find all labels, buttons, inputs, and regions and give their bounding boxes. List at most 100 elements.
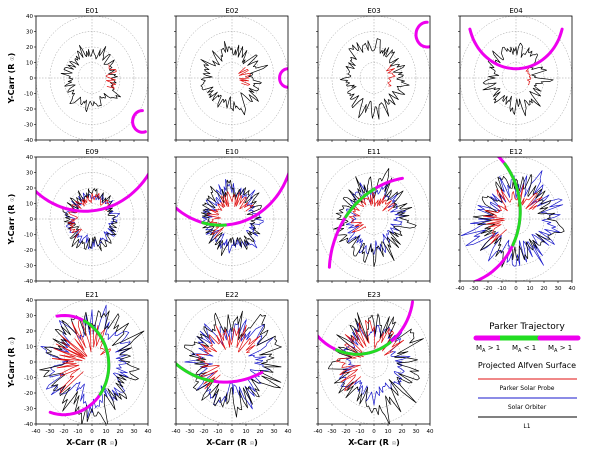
legend-label-l1: L1 (523, 423, 530, 430)
x-tick-label: 0 (230, 429, 234, 435)
series-parker-solar-probe (196, 324, 261, 390)
series-parker-solar-probe (51, 318, 111, 394)
y-tick-label: -40 (24, 279, 33, 285)
x-tick-label: -20 (342, 429, 351, 435)
x-tick-label: -30 (186, 429, 195, 435)
legend-seg-3: MA > 1 (548, 344, 572, 354)
series-l1 (339, 38, 410, 120)
x-tick-label: -30 (470, 286, 479, 292)
series-solar-orbiter (338, 323, 411, 406)
y-tick-label: -30 (24, 123, 33, 129)
x-tick-label: 0 (514, 286, 518, 292)
panel-e10: E10 (174, 148, 289, 283)
panel-e22: E22 -40 -30 -20 -10 0 10 20 30 40 X-Carr (R ☉) (172, 291, 292, 447)
panel-title: E02 (225, 7, 238, 15)
y-tick-label: -20 (24, 391, 33, 397)
series-parker-solar-probe (106, 64, 117, 89)
x-tick-label: -10 (356, 429, 365, 435)
x-tick-label: -40 (172, 429, 181, 435)
series-parker-solar-probe (525, 65, 532, 86)
x-tick-label: 40 (285, 429, 292, 435)
y-tick-label: 40 (26, 14, 33, 20)
legend-label-psp: Parker Solar Probe (499, 385, 554, 392)
x-tick-label: -20 (200, 429, 209, 435)
panel-e04: E04 (458, 7, 573, 142)
y-tick-label: -10 (24, 233, 33, 239)
series-l1 (62, 188, 118, 252)
panel-e09: E09 40 30 20 10 0 -10 -20 -30 -40 Y-Carr (R ☉) (7, 148, 149, 285)
panel-title: E23 (367, 291, 380, 299)
y-tick-label: -20 (24, 107, 33, 113)
panel-e01: E01 40 30 20 10 0 -10 -20 -30 -40 Y-Carr (R ☉) (7, 7, 149, 144)
series-l1 (200, 179, 262, 256)
legend-title: Parker Trajectory (489, 322, 565, 332)
y-tick-label: 20 (26, 186, 33, 192)
y-tick-label: 30 (26, 171, 33, 177)
series-solar-orbiter (460, 170, 564, 267)
panel-e21: E21 40 30 20 10 0 -10 -20 -30 -40-40 -30 -20 -10 0 10 2… (7, 291, 152, 447)
series-parker-solar-probe (207, 191, 254, 239)
x-tick-label: 30 (131, 429, 138, 435)
series-l1 (472, 173, 565, 268)
trajectory-super-alfvenic (131, 109, 147, 134)
y-tick-label: 10 (26, 345, 33, 351)
x-axis-label: X-Carr (R ☉) (66, 438, 118, 447)
series-parker-solar-probe (336, 319, 405, 392)
x-tick-label: 10 (103, 429, 110, 435)
x-tick-label: -40 (32, 429, 41, 435)
x-tick-label: -20 (60, 429, 69, 435)
trajectory-super-alfvenic (176, 171, 288, 227)
x-tick-label: 30 (271, 429, 278, 435)
x-axis-label: X-Carr (R ☉) (206, 438, 258, 447)
y-tick-label: -10 (24, 92, 33, 98)
series-l1 (184, 310, 282, 418)
trajectory-super-alfvenic (468, 27, 564, 71)
x-tick-label: 0 (90, 429, 94, 435)
y-tick-label: 20 (26, 45, 33, 51)
x-tick-label: 20 (117, 429, 124, 435)
series-solar-orbiter (40, 304, 131, 419)
y-tick-label: -40 (24, 138, 33, 144)
legend: Parker Trajectory MA > 1 MA < 1 MA > 1 P… (473, 322, 581, 430)
x-tick-label: 40 (569, 286, 576, 292)
panel-title: E22 (225, 291, 238, 299)
y-tick-label: -30 (24, 264, 33, 270)
y-tick-label: -30 (24, 407, 33, 413)
y-axis-label: Y-Carr (R ☉) (7, 337, 16, 389)
panel-e02: E02 (174, 7, 289, 142)
panel-title: E12 (509, 148, 522, 156)
y-tick-label: 30 (26, 30, 33, 36)
x-tick-label: 20 (399, 429, 406, 435)
panel-title: E11 (367, 148, 380, 156)
series-parker-solar-probe (482, 184, 543, 245)
y-tick-label: 10 (26, 202, 33, 208)
x-tick-label: 0 (372, 429, 376, 435)
trajectory-sub-alfvenic (176, 361, 214, 383)
x-tick-label: 40 (427, 429, 434, 435)
panel-title: E01 (85, 7, 98, 15)
trajectory-sub-alfvenic (503, 162, 522, 247)
x-tick-label: -10 (214, 429, 223, 435)
series-parker-solar-probe (67, 192, 109, 239)
y-tick-label: -40 (24, 422, 33, 428)
legend-surface-title: Projected Alfven Surface (478, 361, 576, 370)
y-axis-label: Y-Carr (R ☉) (7, 53, 16, 105)
y-axis-label: Y-Carr (R ☉) (7, 194, 16, 246)
series-parker-solar-probe (238, 66, 251, 86)
series-l1 (482, 42, 554, 117)
y-tick-label: -10 (24, 376, 33, 382)
x-tick-label: 40 (145, 429, 152, 435)
trajectory-sub-alfvenic (344, 187, 376, 219)
x-axis-label: X-Carr (R ☉) (348, 438, 400, 447)
y-tick-label: 10 (26, 61, 33, 67)
y-tick-label: 0 (30, 217, 34, 223)
x-tick-label: 10 (243, 429, 250, 435)
y-tick-label: -20 (24, 248, 33, 254)
x-tick-label: 30 (555, 286, 562, 292)
y-tick-label: 40 (26, 298, 33, 304)
x-tick-label: -10 (498, 286, 507, 292)
legend-seg-1: MA > 1 (476, 344, 500, 354)
panel-title: E04 (509, 7, 523, 15)
legend-seg-2: MA < 1 (512, 344, 536, 354)
y-tick-label: 20 (26, 329, 33, 335)
